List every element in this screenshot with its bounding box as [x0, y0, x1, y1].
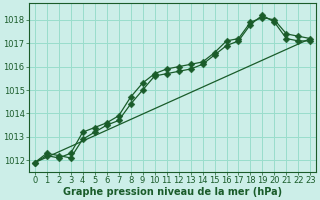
- X-axis label: Graphe pression niveau de la mer (hPa): Graphe pression niveau de la mer (hPa): [63, 187, 282, 197]
